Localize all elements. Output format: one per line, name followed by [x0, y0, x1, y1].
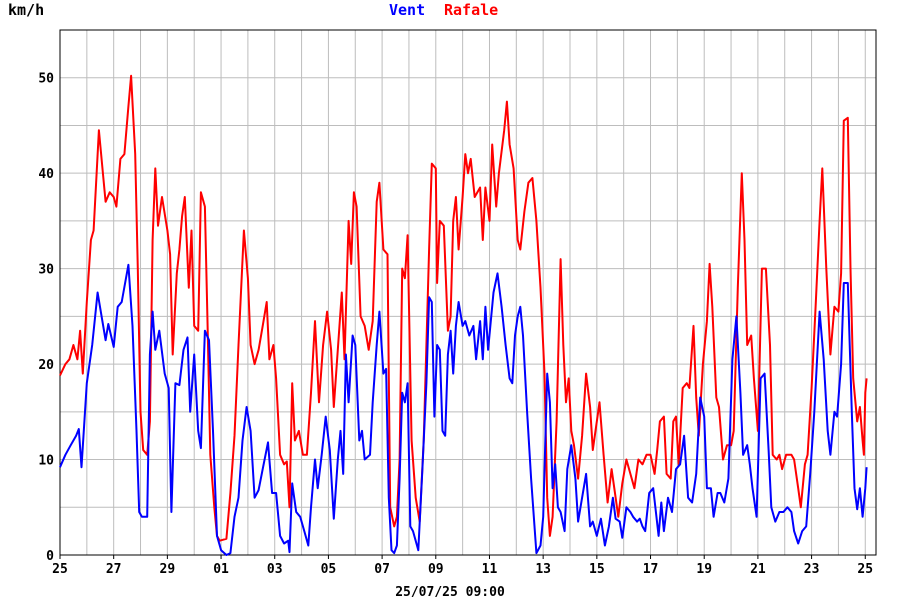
plot-frame: [59, 29, 877, 556]
x-tick-label: 29: [160, 562, 176, 577]
x-tick-label: 09: [428, 562, 444, 577]
grid: [59, 29, 876, 556]
y-axis-ticks: 0 10 20 30 40 50: [38, 72, 54, 564]
series-line-vent: [59, 263, 868, 556]
x-tick-label: 11: [482, 562, 498, 577]
y-tick-label: 20: [38, 358, 54, 373]
x-tick-label: 05: [321, 562, 337, 577]
y-tick-label: 50: [38, 72, 54, 87]
x-tick-label: 25: [52, 562, 68, 577]
x-tick-label: 19: [696, 562, 712, 577]
x-tick-label: 13: [535, 562, 551, 577]
x-tick-label: 07: [374, 562, 390, 577]
x-tick-label: 15: [589, 562, 605, 577]
y-tick-label: 40: [38, 167, 54, 182]
y-axis-unit-label: km/h: [8, 1, 44, 19]
x-tick-label: 25: [857, 562, 873, 577]
timestamp-footer: 25/07/25 09:00: [395, 585, 505, 600]
x-tick-label: 23: [804, 562, 820, 577]
x-tick-label: 17: [643, 562, 659, 577]
y-tick-label: 10: [38, 454, 54, 469]
legend-rafale: Rafale: [444, 1, 498, 19]
series-line-rafale: [59, 74, 868, 542]
x-tick-label: 27: [106, 562, 122, 577]
y-tick-label: 0: [46, 549, 54, 564]
y-tick-label: 30: [38, 263, 54, 278]
x-axis-ticks: 25 27 29 01 03 05 07 09 11 13 15 17 19 21 23 25: [52, 555, 873, 577]
x-tick-label: 21: [750, 562, 766, 577]
series-group: [59, 74, 868, 556]
legend-vent: Vent: [389, 1, 425, 19]
x-tick-label: 03: [267, 562, 283, 577]
x-tick-label: 01: [213, 562, 229, 577]
